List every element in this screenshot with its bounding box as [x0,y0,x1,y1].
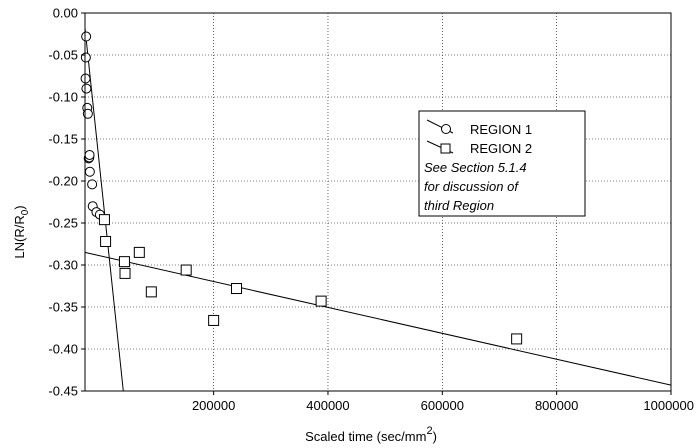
y-tick-label: -0.10 [48,90,78,105]
circle-marker-icon [441,124,451,134]
region-1-point [84,166,95,177]
fit-line-2 [84,251,672,386]
y-tick-label: -0.30 [48,258,78,273]
x-tick-label: 600000 [421,398,464,413]
region-2-point [180,264,192,276]
y-tick-label: -0.40 [48,342,78,357]
region-1-point [81,83,92,94]
region-1-point [81,31,92,42]
legend-entry-region-2: REGION 2 [426,140,532,156]
region-1-point [82,108,93,119]
legend: REGION 1 REGION 2 See Section 5.1.4 for … [418,110,586,217]
legend-entry-region-1: REGION 1 [426,119,532,137]
legend-label-region-1: REGION 1 [470,122,532,137]
y-axis-ticks: 0.00 -0.05 -0.10 -0.15 -0.20 -0.25 -0.30 -0.35 -… [48,6,85,399]
region-2-point [315,295,327,307]
y-tick-label: -0.20 [48,174,78,189]
legend-note-line-3: third Region [424,198,494,213]
region-1-point [87,179,98,190]
region-1-point [80,52,91,63]
region-2-point [145,286,157,298]
y-tick-label: -0.05 [48,48,78,63]
region-1-point [84,149,95,160]
plot-frame [84,12,672,392]
legend-label-region-2: REGION 2 [470,141,532,156]
x-tick-label: 800000 [535,398,578,413]
y-tick-label: -0.35 [48,300,78,315]
y-tick-label: -0.15 [48,132,78,147]
x-tick-label: 400000 [306,398,349,413]
x-tick-label: 200000 [192,398,235,413]
y-tick-label: -0.25 [48,216,78,231]
y-tick-label: 0.00 [53,6,78,21]
region-2-point [98,214,110,226]
region-2-point [100,235,112,247]
x-axis-label: Scaled time (sec/mm2) [305,425,437,444]
region-2-point [119,267,131,279]
region-2-point [118,256,130,268]
region-2-point [231,283,243,295]
region-2-point [208,314,220,326]
y-tick-label: -0.45 [48,384,78,399]
region-2-point [133,246,145,258]
square-marker-icon [440,143,451,154]
legend-note-line-1: See Section 5.1.4 [424,160,527,175]
x-tick-label: 1000000 [643,398,694,413]
data-markers [80,31,523,345]
x-axis-ticks: 200000 400000 600000 800000 1000000 [192,391,694,413]
region-1-point [80,73,91,84]
region-2-point [511,333,523,345]
y-axis-label: LN(R/R0) [12,205,31,258]
legend-note-line-2: for discussion of [424,179,519,194]
